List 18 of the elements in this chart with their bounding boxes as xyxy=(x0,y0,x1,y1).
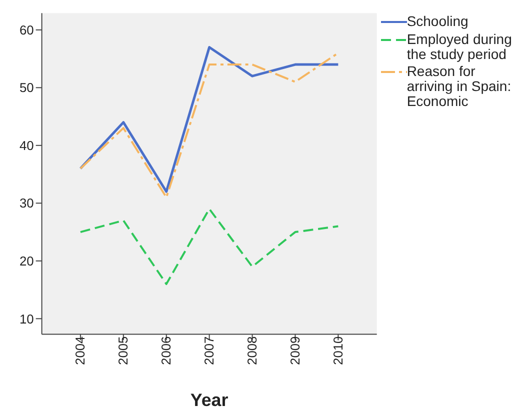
legend-label: Schooling xyxy=(406,13,468,29)
x-tick-label: 2005 xyxy=(116,336,131,365)
y-tick-label: 30 xyxy=(19,196,34,211)
y-tick-label: 50 xyxy=(19,80,34,96)
legend-label: Employed during the study period xyxy=(406,31,513,62)
line-series xyxy=(79,208,340,286)
x-tick-label: 2004 xyxy=(72,336,88,365)
x-axis-title: Year xyxy=(190,390,228,410)
x-tick-label: 2010 xyxy=(330,336,346,365)
x-tick-label: 2006 xyxy=(158,336,174,365)
y-tick-label: 40 xyxy=(19,138,34,153)
legend-label: Reason for arriving in Spain: Economic xyxy=(406,63,512,109)
y-tick-label: 20 xyxy=(19,254,34,269)
x-tick-label: 2009 xyxy=(287,336,302,365)
y-tick-label: 10 xyxy=(19,311,34,326)
x-tick-label: 2008 xyxy=(244,336,260,365)
x-tick-label: 2007 xyxy=(202,336,217,365)
y-tick-label: 60 xyxy=(19,22,34,38)
